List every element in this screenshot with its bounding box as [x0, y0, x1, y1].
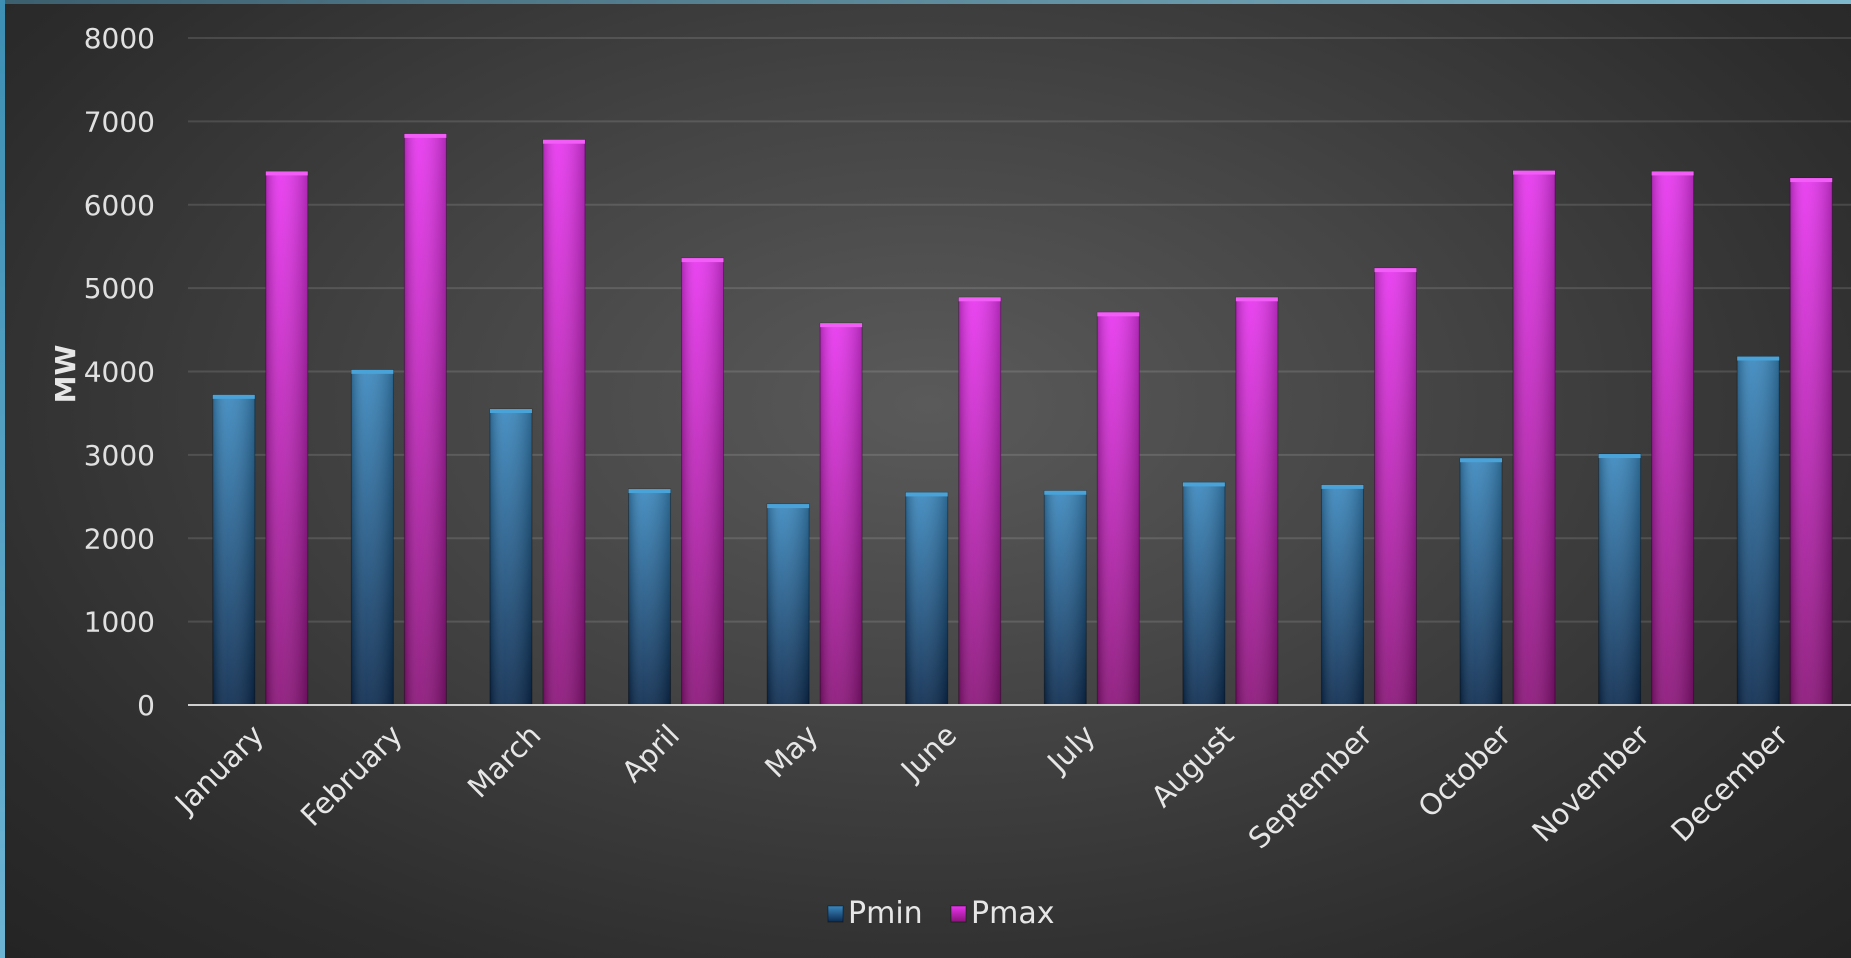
bar-shine [681, 258, 724, 705]
y-axis-label: MW [49, 345, 82, 404]
x-tick-label: February [294, 718, 409, 833]
x-tick-label: October [1411, 718, 1517, 824]
x-tick-label: June [893, 718, 963, 788]
bar-top-edge [265, 171, 308, 176]
bar-top-edge [1235, 297, 1278, 302]
bar-shine [404, 133, 447, 706]
x-tick-label: July [1039, 718, 1101, 780]
top-accent-strip [0, 0, 1851, 4]
bar-shine [767, 504, 810, 705]
y-tick-label: 0 [137, 689, 155, 722]
bar-shine [1374, 268, 1417, 705]
bar-shine [905, 492, 948, 705]
bar-shine [1651, 171, 1694, 705]
bar-top-edge [1598, 454, 1641, 459]
y-tick-label: 7000 [84, 105, 155, 138]
bar-top-edge [1097, 312, 1140, 317]
x-tick-label: November [1525, 718, 1656, 849]
bar-top-edge [542, 139, 585, 144]
bar-shine [628, 489, 671, 705]
bar-shine [1737, 356, 1780, 705]
bar-top-edge [1182, 482, 1225, 487]
x-tick-label: March [461, 718, 548, 805]
bar-shine [958, 297, 1001, 705]
bar-shine [351, 369, 394, 705]
bar-top-edge [958, 297, 1001, 302]
bar-top-edge [489, 409, 532, 414]
x-tick-label: May [758, 718, 824, 784]
x-tick-label: April [615, 718, 686, 789]
bar-shine [1097, 312, 1140, 705]
bar-top-edge [1374, 268, 1417, 273]
bar-shine [1598, 454, 1641, 705]
y-tick-label: 4000 [84, 356, 155, 389]
bar-shine [212, 394, 255, 705]
y-tick-label: 8000 [84, 22, 155, 55]
bar-top-edge [1513, 170, 1556, 175]
bar-top-edge [681, 258, 724, 263]
bar-shine [1513, 170, 1556, 705]
bar-top-edge [351, 369, 394, 374]
bar-top-edge [1460, 458, 1503, 463]
left-accent-strip [0, 0, 5, 958]
bar-shine [542, 139, 585, 705]
bar-top-edge [404, 133, 447, 138]
bar-chart: 0 1000 2000 3000 4000 5000 6000 7000 8000 January… [49, 22, 1851, 931]
bar-shine [489, 409, 532, 705]
bar-top-edge [820, 323, 863, 328]
legend-label-pmax: Pmax [971, 896, 1054, 931]
y-tick-label: 1000 [84, 606, 155, 639]
gridlines [188, 37, 1851, 623]
bar-shine [1235, 297, 1278, 705]
bar-shine [1460, 458, 1503, 705]
legend-swatch-pmin [827, 905, 844, 923]
bar-top-edge [1651, 171, 1694, 176]
bar-top-edge [1737, 356, 1780, 361]
legend-label-pmin: Pmin [848, 896, 923, 931]
x-tick-label: January [167, 718, 270, 821]
bar-top-edge [1044, 490, 1087, 495]
x-tick-label: December [1664, 718, 1794, 848]
x-tick-label: September [1242, 718, 1379, 855]
y-tick-label: 2000 [84, 522, 155, 555]
bar-shine [1182, 482, 1225, 705]
legend: Pmin Pmax [827, 896, 1054, 931]
x-tick-label: August [1145, 718, 1241, 814]
bar-top-edge [1790, 178, 1833, 183]
bar-shine [1044, 490, 1087, 705]
y-tick-label: 5000 [84, 272, 155, 305]
bar-top-edge [1321, 484, 1364, 489]
bar-top-edge [905, 492, 948, 497]
bar-top-edge [212, 394, 255, 399]
bar-shine [1321, 484, 1364, 705]
y-tick-label: 3000 [84, 439, 155, 472]
bar-top-edge [628, 489, 671, 494]
bar-shine [820, 323, 863, 705]
bar-shine [1790, 178, 1833, 705]
bar-shine [265, 171, 308, 705]
chart-panel: 0 1000 2000 3000 4000 5000 6000 7000 8000 January… [5, 4, 1851, 958]
legend-swatch-pmax [950, 905, 967, 923]
bars [212, 133, 1833, 706]
bar-top-edge [767, 504, 810, 509]
y-tick-label: 6000 [84, 189, 155, 222]
